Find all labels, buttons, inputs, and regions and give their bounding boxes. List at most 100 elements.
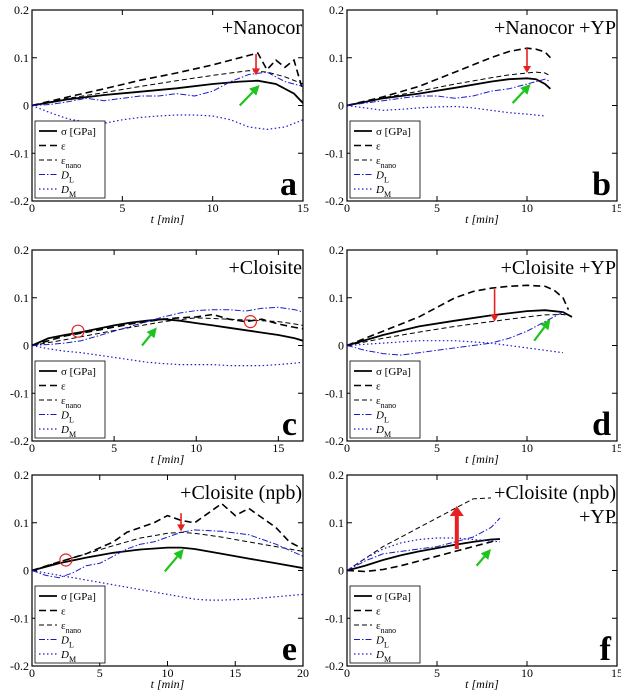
y-tick-label: 0.1	[329, 51, 344, 65]
y-tick-label: 0.1	[14, 291, 29, 305]
legend-label: DM	[60, 424, 76, 439]
green-arrow-shaft	[533, 326, 546, 342]
green-arrow-shaft	[141, 334, 152, 347]
legend-label: DL	[60, 410, 74, 425]
series-dm	[347, 537, 501, 572]
plot-frame	[346, 474, 618, 667]
y-tick-label: -0.1	[325, 386, 344, 400]
y-tick-label: 0	[23, 339, 29, 353]
y-tick-label: 0	[23, 564, 29, 578]
y-tick-label: -0.1	[10, 146, 29, 160]
legend-label: σ [GPa]	[61, 366, 96, 378]
green-arrow-icon	[173, 549, 184, 560]
series-dl	[32, 306, 303, 346]
series-dl	[347, 311, 564, 356]
legend-label: σ [GPa]	[61, 126, 96, 138]
green-arrow-shaft	[163, 555, 179, 573]
legend-label: εnano	[61, 155, 81, 170]
panel-letter: d	[592, 406, 611, 443]
green-arrow-icon	[249, 84, 260, 96]
y-tick-label: -0.2	[10, 434, 29, 448]
y-tick-label: 0	[338, 339, 344, 353]
y-tick-label: 0.1	[14, 51, 29, 65]
series-eps	[347, 47, 551, 107]
legend-label: DL	[375, 410, 389, 425]
x-tick-label: 10	[521, 201, 533, 215]
series-dl	[347, 517, 501, 571]
legend-label: εnano	[61, 395, 81, 410]
series-nano	[32, 531, 303, 571]
series-sigma	[32, 79, 303, 107]
x-tick-label: 0	[344, 201, 350, 215]
y-tick-label: 0	[338, 564, 344, 578]
series-dl	[32, 529, 303, 579]
x-tick-label: 10	[190, 441, 202, 455]
series-sigma	[347, 77, 551, 107]
legend-label: σ [GPa]	[376, 591, 411, 603]
red-arrow-down-icon	[177, 524, 186, 532]
red-arrow-up-icon	[449, 506, 464, 517]
green-arrow-shaft	[238, 91, 254, 107]
red-circle-marker	[243, 315, 258, 329]
series-eps	[347, 539, 497, 573]
x-tick-label: 5	[97, 666, 103, 680]
x-tick-label: 0	[29, 666, 35, 680]
x-tick-label: 5	[111, 441, 117, 455]
plot-frame	[346, 249, 618, 442]
x-axis-label: t [min]	[151, 452, 185, 466]
red-circle-marker	[71, 324, 85, 338]
legend-label: DL	[60, 635, 74, 650]
legend-label: εnano	[376, 620, 396, 635]
x-tick-label: 0	[344, 666, 350, 680]
y-tick-label: -0.1	[325, 146, 344, 160]
legend-label: DM	[375, 184, 391, 199]
legend-label: DM	[60, 184, 76, 199]
x-tick-label: 5	[434, 666, 440, 680]
y-tick-label: -0.2	[325, 434, 344, 448]
panel-c: -0.2 -0.1 0 0.1 0.2 0 5 10 15 t [min] +Cloisite c σ …	[10, 243, 304, 466]
x-tick-label: 10	[162, 666, 174, 680]
green-arrow-icon	[146, 327, 157, 339]
series-sigma	[32, 546, 303, 572]
series-eps	[32, 313, 303, 347]
y-tick-label: 0.2	[14, 243, 29, 257]
legend-label: ε	[376, 141, 381, 153]
legend-label: ε	[376, 606, 381, 618]
panel-letter: e	[282, 631, 297, 668]
series-eps	[32, 52, 303, 107]
y-tick-label: 0.2	[329, 468, 344, 482]
legend-label: DL	[375, 635, 389, 650]
y-tick-label: -0.1	[10, 386, 29, 400]
series-dm	[347, 340, 564, 354]
series-dl	[32, 71, 303, 106]
panel-title: +Cloisite	[228, 257, 302, 279]
y-tick-label: 0.2	[329, 243, 344, 257]
legend-label: DL	[60, 170, 74, 185]
x-tick-label: 15	[229, 666, 241, 680]
legend-label: DL	[375, 170, 389, 185]
y-tick-label: 0	[338, 99, 344, 113]
legend-label: εnano	[376, 395, 396, 410]
y-tick-label: 0.1	[329, 291, 344, 305]
series-nano	[347, 313, 569, 346]
plot-frame	[346, 9, 618, 202]
x-tick-label: 15	[611, 201, 621, 215]
x-tick-label: 15	[297, 201, 309, 215]
x-axis-label: t [min]	[465, 677, 499, 691]
legend-label: ε	[376, 381, 381, 393]
legend-label: DM	[375, 649, 391, 664]
x-tick-label: 0	[29, 441, 35, 455]
x-tick-label: 5	[119, 201, 125, 215]
panel-b: -0.2 -0.1 0 0.1 0.2 0 5 10 15 t [min] +Nanocor +YP…	[325, 3, 621, 226]
x-tick-label: 15	[272, 441, 284, 455]
y-tick-label: -0.1	[325, 611, 344, 625]
panel-title: +Cloisite (npb)	[494, 482, 616, 504]
panel-letter: b	[592, 166, 611, 203]
x-axis-label: t [min]	[151, 677, 185, 691]
legend-label: σ [GPa]	[376, 366, 411, 378]
